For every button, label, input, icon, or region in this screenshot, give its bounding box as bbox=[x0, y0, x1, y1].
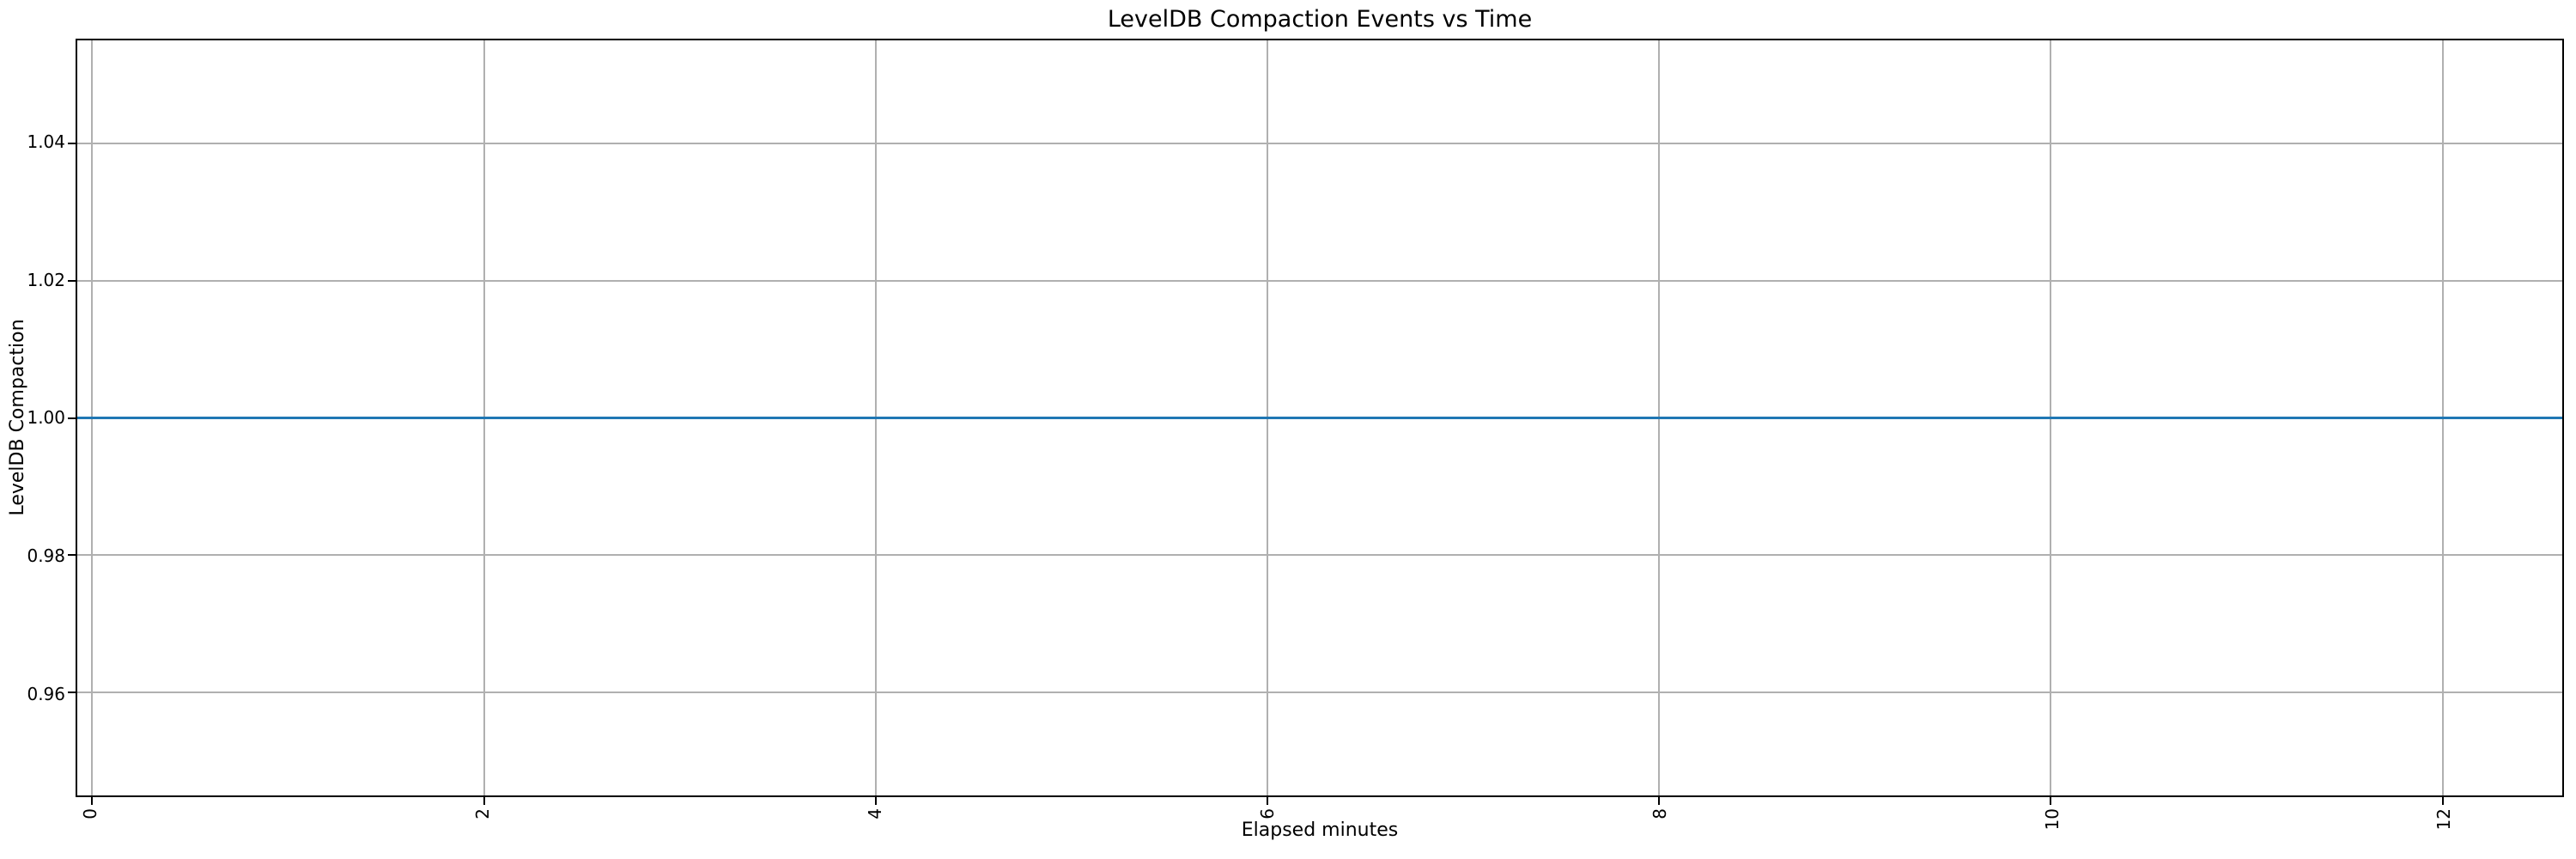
x-tick-mark-6 bbox=[1266, 797, 1268, 805]
chart-title: LevelDB Compaction Events vs Time bbox=[1107, 6, 1533, 33]
x-tick-mark-4 bbox=[874, 797, 877, 805]
y-tick-label-0.98: 0.98 bbox=[27, 545, 65, 566]
x-tick-label-text: 6 bbox=[1257, 808, 1278, 819]
x-tick-label-8: 8 bbox=[1649, 808, 1670, 819]
x-tick-mark-2 bbox=[483, 797, 485, 805]
y-tick-label-1.04: 1.04 bbox=[27, 131, 65, 152]
x-tick-mark-0 bbox=[91, 797, 94, 805]
x-tick-label-text: 8 bbox=[1649, 808, 1670, 819]
y-tick-label-0.96: 0.96 bbox=[27, 684, 65, 704]
x-tick-mark-8 bbox=[1658, 797, 1661, 805]
gridline-horizontal-y0.96 bbox=[77, 691, 2562, 694]
x-tick-label-text: 2 bbox=[472, 808, 493, 819]
x-axis-label: Elapsed minutes bbox=[1241, 819, 1399, 841]
x-tick-mark-12 bbox=[2441, 797, 2444, 805]
y-tick-mark-0.96 bbox=[68, 691, 76, 694]
y-tick-mark-1.04 bbox=[68, 142, 76, 144]
x-tick-label-text: 4 bbox=[865, 808, 885, 819]
gridline-horizontal-y1.02 bbox=[77, 279, 2562, 282]
y-tick-mark-1.02 bbox=[68, 279, 76, 282]
y-tick-label-1.00: 1.00 bbox=[27, 407, 65, 428]
y-tick-label-1.02: 1.02 bbox=[27, 270, 65, 290]
x-tick-label-4: 4 bbox=[865, 808, 885, 819]
y-tick-mark-0.98 bbox=[68, 554, 76, 557]
gridline-horizontal-y0.98 bbox=[77, 554, 2562, 557]
x-tick-mark-10 bbox=[2050, 797, 2052, 805]
x-tick-label-text: 0 bbox=[80, 808, 100, 819]
gridline-horizontal-y1.04 bbox=[77, 142, 2562, 144]
plot-area bbox=[68, 39, 2564, 805]
x-tick-label-0: 0 bbox=[80, 808, 100, 819]
x-tick-label-6: 6 bbox=[1257, 808, 1278, 819]
data-line-leveldb-compaction bbox=[77, 416, 2562, 419]
y-axis-label: LevelDB Compaction bbox=[7, 319, 28, 516]
x-tick-label-2: 2 bbox=[472, 808, 493, 819]
y-tick-mark-1.00 bbox=[68, 417, 76, 419]
